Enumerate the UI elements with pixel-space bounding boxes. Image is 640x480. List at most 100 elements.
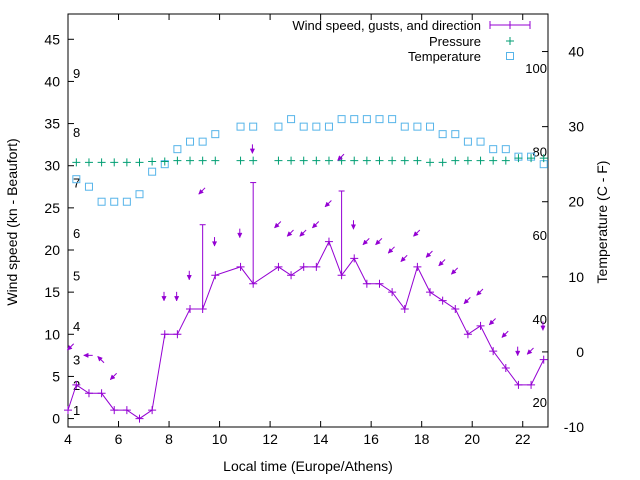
pressure-point [84, 158, 93, 167]
beaufort-label: 4 [73, 319, 80, 334]
pressure-point [400, 156, 409, 165]
pressure-point [186, 156, 195, 165]
wind-speed-point [514, 380, 523, 389]
wind-direction-arrow [526, 347, 534, 355]
wind-speed-point [501, 364, 510, 372]
temperature-point [135, 190, 144, 199]
pressure-point [312, 156, 321, 165]
pressure-point [539, 154, 548, 163]
y-tick-label: 5 [52, 368, 60, 384]
temperature-point [501, 145, 510, 154]
wind-direction-arrow [109, 372, 118, 381]
wind-direction-arrow [249, 144, 256, 154]
legend-pressure-point [506, 37, 514, 45]
wind-speed-point [173, 330, 182, 339]
arrow-head [515, 350, 521, 357]
x-tick-label: 6 [115, 431, 123, 447]
wind-direction-arrow [450, 267, 459, 275]
pressure-point [350, 156, 359, 165]
temperature-series [72, 115, 548, 206]
arrow-head [425, 252, 432, 258]
arrow-head [400, 256, 406, 263]
arrow-head [362, 239, 369, 246]
temperature-point [148, 167, 157, 176]
wind-direction-arrow [540, 321, 546, 331]
wind-speed-point [362, 279, 371, 288]
arrow-head [161, 296, 167, 302]
arrow-head [350, 224, 356, 230]
pressure-point [160, 157, 169, 166]
wind-direction-arrow [66, 343, 75, 351]
arrow-head [438, 260, 444, 267]
pressure-point [426, 158, 435, 167]
wind-direction-arrow [425, 250, 433, 258]
y-tick-label: 15 [44, 284, 60, 300]
wind-speed-point [426, 288, 435, 297]
temperature-point [198, 137, 207, 146]
arrow-head [413, 231, 419, 237]
wind-speed-point [451, 305, 460, 313]
wind-speed-point [312, 262, 321, 271]
pressure-point [388, 156, 397, 165]
wind-direction-arrow [350, 220, 356, 230]
pressure-point [274, 156, 283, 165]
tick-labels: 4 6 8 10 12 14 16 18 20 22051015202530354045-1001… [44, 31, 584, 447]
wind-direction-arrow [488, 318, 496, 326]
wind-speed-point [236, 262, 245, 271]
legend-mark-pressure [506, 37, 514, 45]
pressure-point [413, 156, 422, 165]
temperature-point [350, 115, 359, 124]
wind-direction-arrow [387, 246, 395, 254]
wind-speed-point [84, 389, 93, 398]
pressure-point [451, 156, 460, 165]
pressure-point [514, 154, 523, 163]
temperature-point [375, 115, 384, 124]
arrow-head [83, 352, 89, 358]
wind-speed-point [413, 262, 422, 271]
temperature-point [173, 145, 182, 154]
temperature-point [400, 122, 409, 131]
temperature-point [476, 137, 485, 146]
pressure-point [324, 156, 333, 165]
fahrenheit-label: 20 [533, 395, 547, 410]
arrow-head [274, 222, 280, 229]
arrow-head [488, 319, 495, 326]
wind-direction-arrow [438, 259, 446, 267]
pressure-point [463, 156, 472, 165]
beaufort-label: 1 [73, 403, 80, 418]
temperature-point [249, 122, 258, 131]
wind-speed-point [388, 288, 397, 297]
x-tick-label: 8 [165, 431, 173, 447]
fahrenheit-label: 60 [533, 228, 547, 243]
y-tick-label: 0 [52, 411, 60, 427]
temperature-point [413, 122, 422, 131]
wind-speed-point [135, 414, 144, 423]
y-tick-label: 20 [44, 242, 60, 258]
wind-direction-arrow [212, 237, 218, 247]
fahrenheit-label: 100 [525, 61, 547, 76]
wind-speed-point [324, 237, 333, 246]
arrow-head [540, 325, 546, 331]
y-tick-label: 10 [44, 326, 60, 342]
temperature-point [312, 122, 321, 131]
pressure-point [476, 156, 485, 165]
temperature-point [84, 182, 93, 191]
legend-label-temperature: Temperature [408, 49, 481, 64]
wind-speed-point [72, 380, 81, 389]
temperature-point [97, 197, 106, 206]
temperature-point [72, 175, 81, 184]
beaufort-label: 9 [73, 66, 80, 81]
y2-tick-label: -10 [564, 419, 584, 435]
wind-direction-arrow [311, 221, 320, 229]
arrow-head [463, 298, 470, 305]
pressure-point [135, 158, 144, 167]
arrow-head [97, 355, 103, 362]
pressure-point [72, 158, 81, 167]
wind-speed-point [527, 380, 536, 389]
temperature-point [186, 137, 195, 146]
pressure-point [173, 156, 182, 165]
arrow-head [186, 275, 192, 281]
pressure-point [211, 156, 220, 165]
y2-tick-label: 10 [568, 269, 584, 285]
